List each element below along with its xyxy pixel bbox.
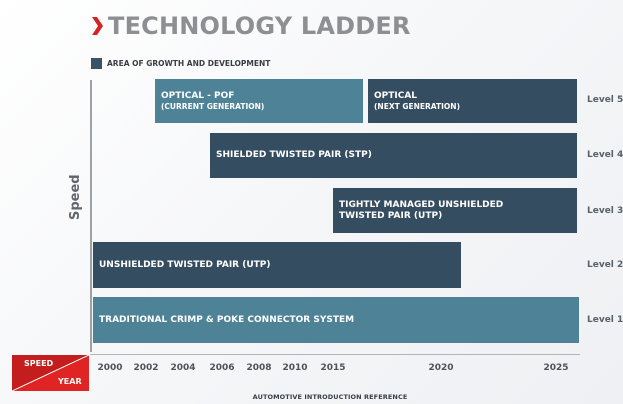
- level-label-5: Level 5: [587, 95, 623, 105]
- bar-stp-title: SHIELDED TWISTED PAIR (STP): [216, 150, 372, 160]
- x-tick-2006: 2006: [209, 363, 235, 373]
- page-title: TECHNOLOGY LADDER: [108, 12, 411, 40]
- bar-tightly-managed-utp-subtitle: TWISTED PAIR (UTP): [339, 210, 443, 221]
- level-label-3: Level 3: [587, 206, 623, 216]
- x-tick-2010: 2010: [282, 363, 308, 373]
- x-tick-2002: 2002: [133, 363, 159, 373]
- level-label-1: Level 1: [587, 315, 623, 325]
- x-tick-2020: 2020: [428, 363, 454, 373]
- x-tick-2004: 2004: [170, 363, 196, 373]
- bar-utp-title: UNSHIELDED TWISTED PAIR (UTP): [99, 259, 271, 270]
- legend-swatch: [91, 58, 102, 69]
- x-tick-2008: 2008: [246, 363, 272, 373]
- bar-optical-pof-title: OPTICAL - POF: [161, 90, 235, 101]
- corner-speed-label: SPEED: [24, 359, 54, 368]
- bar-stp: SHIELDED TWISTED PAIR (STP): [210, 133, 577, 178]
- level-label-2: Level 2: [587, 260, 623, 270]
- bar-utp: UNSHIELDED TWISTED PAIR (UTP): [93, 242, 461, 288]
- x-tick-2015: 2015: [320, 363, 346, 373]
- legend-label: AREA OF GROWTH AND DEVELOPMENT: [107, 59, 271, 68]
- bar-optical-next-subtitle: (NEXT GENERATION): [374, 101, 461, 111]
- x-tick-2000: 2000: [97, 363, 123, 373]
- corner-year-label: YEAR: [58, 377, 82, 386]
- chevron-right-icon: [92, 17, 103, 35]
- bar-optical-pof-subtitle: (CURRENT GENERATION): [161, 101, 265, 111]
- speed-year-corner: [12, 355, 89, 391]
- x-axis-caption: AUTOMOTIVE INTRODUCTION REFERENCE: [252, 393, 408, 401]
- bar-tightly-managed-utp-title: TIGHTLY MANAGED UNSHIELDED: [339, 199, 504, 210]
- bar-crimp-poke: TRADITIONAL CRIMP & POKE CONNECTOR SYSTE…: [93, 297, 579, 343]
- level-label-4: Level 4: [587, 150, 623, 160]
- bar-crimp-poke-title: TRADITIONAL CRIMP & POKE CONNECTOR SYSTE…: [99, 314, 355, 325]
- bar-optical-pof: OPTICAL - POF (CURRENT GENERATION): [155, 79, 363, 123]
- x-axis-line: [90, 354, 580, 355]
- bar-optical-next-title: OPTICAL: [374, 90, 418, 101]
- bar-optical-next: OPTICAL (NEXT GENERATION): [368, 79, 577, 123]
- legend: AREA OF GROWTH AND DEVELOPMENT: [91, 58, 270, 69]
- x-tick-2025: 2025: [543, 363, 569, 373]
- title-block: TECHNOLOGY LADDER: [92, 9, 411, 43]
- bar-tightly-managed-utp: TIGHTLY MANAGED UNSHIELDED TWISTED PAIR …: [333, 188, 577, 233]
- y-axis-label: Speed: [68, 174, 83, 220]
- y-axis-line: [90, 80, 92, 352]
